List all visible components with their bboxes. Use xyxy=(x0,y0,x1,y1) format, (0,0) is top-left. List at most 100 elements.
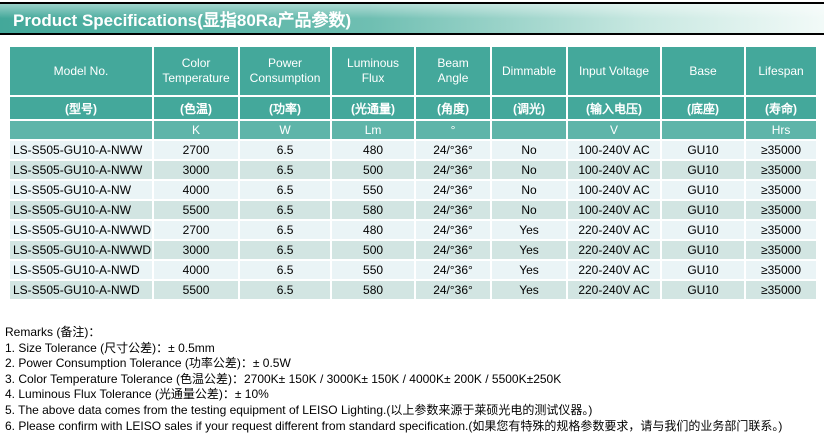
unit-volt: V xyxy=(568,121,661,139)
unit-hours: Hrs xyxy=(746,121,817,139)
beam-angle-cell: 24/°36° xyxy=(416,261,491,279)
dimmable-cell: Yes xyxy=(492,241,567,259)
table-row: LS-S505-GU10-A-NWWD 3000 6.5 500 24/°36°… xyxy=(10,241,817,259)
lifespan-cell: ≥35000 xyxy=(746,141,817,159)
base-cell: GU10 xyxy=(662,141,745,159)
table-row: LS-S505-GU10-A-NW 4000 6.5 550 24/°36° N… xyxy=(10,181,817,199)
base-cell: GU10 xyxy=(662,201,745,219)
remark-line: 1. Size Tolerance (尺寸公差)：± 0.5mm xyxy=(5,340,215,355)
column-header-cn-color-temp: (色温) xyxy=(154,97,239,119)
remark-line: 5. The above data comes from the testing… xyxy=(5,402,593,417)
remark-line: 3. Color Temperature Tolerance (色温公差)：27… xyxy=(5,371,562,386)
flux-cell: 550 xyxy=(332,261,415,279)
column-header-cn-beam-angle: (角度) xyxy=(416,97,491,119)
lifespan-cell: ≥35000 xyxy=(746,161,817,179)
lifespan-cell: ≥35000 xyxy=(746,181,817,199)
column-header-cn-power: (功率) xyxy=(240,97,331,119)
dimmable-cell: No xyxy=(492,161,567,179)
column-header-cn-base: (底座) xyxy=(662,97,745,119)
header-row-cn: (型号) (色温) (功率) (光通量) (角度) (调光) (输入电压) (底… xyxy=(10,97,817,119)
beam-angle-cell: 24/°36° xyxy=(416,161,491,179)
table-row: LS-S505-GU10-A-NW 5500 6.5 580 24/°36° N… xyxy=(10,201,817,219)
column-header-dimmable: Dimmable xyxy=(492,47,567,95)
dimmable-cell: No xyxy=(492,181,567,199)
column-header-cn-dimmable: (调光) xyxy=(492,97,567,119)
base-cell: GU10 xyxy=(662,161,745,179)
color-temp-cell: 2700 xyxy=(154,141,239,159)
model-no-cell: LS-S505-GU10-A-NW xyxy=(10,181,153,199)
unit-dimmable xyxy=(492,121,567,139)
column-header-power: Power Consumption xyxy=(240,47,331,95)
beam-angle-cell: 24/°36° xyxy=(416,181,491,199)
column-header-cn-model: (型号) xyxy=(10,97,153,119)
model-no-cell: LS-S505-GU10-A-NWWD xyxy=(10,241,153,259)
color-temp-cell: 4000 xyxy=(154,181,239,199)
color-temp-cell: 5500 xyxy=(154,281,239,299)
column-header-color-temp: Color Temperature xyxy=(154,47,239,95)
column-header-beam-angle: Beam Angle xyxy=(416,47,491,95)
voltage-cell: 100-240V AC xyxy=(568,181,661,199)
unit-kelvin: K xyxy=(154,121,239,139)
column-header-cn-lifespan: (寿命) xyxy=(746,97,817,119)
base-cell: GU10 xyxy=(662,241,745,259)
dimmable-cell: No xyxy=(492,141,567,159)
lifespan-cell: ≥35000 xyxy=(746,261,817,279)
flux-cell: 580 xyxy=(332,201,415,219)
color-temp-cell: 4000 xyxy=(154,261,239,279)
units-row: K W Lm ° V Hrs xyxy=(10,121,817,139)
lifespan-cell: ≥35000 xyxy=(746,201,817,219)
remarks-section: Remarks (备注)： 1. Size Tolerance (尺寸公差)：±… xyxy=(5,325,824,434)
beam-angle-cell: 24/°36° xyxy=(416,141,491,159)
flux-cell: 500 xyxy=(332,241,415,259)
voltage-cell: 100-240V AC xyxy=(568,161,661,179)
voltage-cell: 220-240V AC xyxy=(568,281,661,299)
column-header-cn-voltage: (输入电压) xyxy=(568,97,661,119)
remark-line: 4. Luminous Flux Tolerance (光通量公差)：± 10% xyxy=(5,387,269,402)
model-no-cell: LS-S505-GU10-A-NWW xyxy=(10,161,153,179)
lifespan-cell: ≥35000 xyxy=(746,241,817,259)
unit-model xyxy=(10,121,153,139)
column-header-base: Base xyxy=(662,47,745,95)
voltage-cell: 100-240V AC xyxy=(568,201,661,219)
dimmable-cell: Yes xyxy=(492,261,567,279)
remark-line: 6. Please confirm with LEISO sales if yo… xyxy=(5,418,783,433)
color-temp-cell: 2700 xyxy=(154,221,239,239)
beam-angle-cell: 24/°36° xyxy=(416,241,491,259)
lifespan-cell: ≥35000 xyxy=(746,281,817,299)
base-cell: GU10 xyxy=(662,181,745,199)
color-temp-cell: 3000 xyxy=(154,161,239,179)
voltage-cell: 220-240V AC xyxy=(568,241,661,259)
power-cell: 6.5 xyxy=(240,201,331,219)
flux-cell: 550 xyxy=(332,181,415,199)
base-cell: GU10 xyxy=(662,221,745,239)
model-no-cell: LS-S505-GU10-A-NWD xyxy=(10,281,153,299)
power-cell: 6.5 xyxy=(240,221,331,239)
base-cell: GU10 xyxy=(662,261,745,279)
color-temp-cell: 3000 xyxy=(154,241,239,259)
voltage-cell: 220-240V AC xyxy=(568,261,661,279)
beam-angle-cell: 24/°36° xyxy=(416,221,491,239)
unit-lumen: Lm xyxy=(332,121,415,139)
model-no-cell: LS-S505-GU10-A-NWWD xyxy=(10,221,153,239)
base-cell: GU10 xyxy=(662,281,745,299)
voltage-cell: 220-240V AC xyxy=(568,221,661,239)
unit-base xyxy=(662,121,745,139)
spec-table: Model No. Color Temperature Power Consum… xyxy=(8,45,818,301)
table-row: LS-S505-GU10-A-NWD 4000 6.5 550 24/°36° … xyxy=(10,261,817,279)
beam-angle-cell: 24/°36° xyxy=(416,281,491,299)
model-no-cell: LS-S505-GU10-A-NW xyxy=(10,201,153,219)
column-header-cn-flux: (光通量) xyxy=(332,97,415,119)
power-cell: 6.5 xyxy=(240,261,331,279)
header-row-en: Model No. Color Temperature Power Consum… xyxy=(10,47,817,95)
column-header-lifespan: Lifespan xyxy=(746,47,817,95)
column-header-model: Model No. xyxy=(10,47,153,95)
voltage-cell: 100-240V AC xyxy=(568,141,661,159)
unit-degree: ° xyxy=(416,121,491,139)
table-row: LS-S505-GU10-A-NWWD 2700 6.5 480 24/°36°… xyxy=(10,221,817,239)
table-row: LS-S505-GU10-A-NWW 2700 6.5 480 24/°36° … xyxy=(10,141,817,159)
beam-angle-cell: 24/°36° xyxy=(416,201,491,219)
power-cell: 6.5 xyxy=(240,161,331,179)
power-cell: 6.5 xyxy=(240,281,331,299)
dimmable-cell: Yes xyxy=(492,221,567,239)
power-cell: 6.5 xyxy=(240,181,331,199)
